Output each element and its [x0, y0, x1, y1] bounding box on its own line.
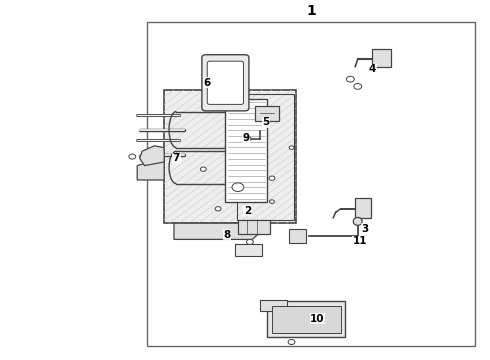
Circle shape: [215, 207, 221, 211]
Bar: [164, 90, 296, 223]
Bar: [255, 106, 279, 121]
Polygon shape: [137, 158, 164, 180]
Text: 3: 3: [362, 224, 368, 234]
Bar: [267, 301, 345, 337]
Text: 2: 2: [244, 206, 251, 216]
Circle shape: [288, 339, 295, 345]
Bar: [235, 244, 262, 256]
Text: 10: 10: [310, 314, 325, 324]
Polygon shape: [140, 146, 164, 166]
Bar: [289, 229, 306, 243]
Circle shape: [346, 76, 354, 82]
Text: 4: 4: [368, 64, 376, 74]
Bar: [238, 220, 270, 234]
Text: 11: 11: [353, 236, 368, 246]
Bar: [147, 22, 475, 346]
Bar: [372, 49, 391, 67]
Circle shape: [270, 200, 274, 203]
FancyBboxPatch shape: [207, 61, 244, 104]
Text: 7: 7: [172, 153, 180, 163]
Text: 9: 9: [243, 132, 249, 143]
Circle shape: [269, 176, 275, 180]
Circle shape: [244, 136, 251, 141]
Text: 8: 8: [223, 230, 230, 240]
FancyBboxPatch shape: [202, 55, 249, 111]
Ellipse shape: [353, 217, 362, 225]
Bar: [260, 300, 287, 311]
Bar: [225, 99, 267, 202]
Bar: [237, 94, 294, 220]
Polygon shape: [174, 223, 262, 239]
Text: 5: 5: [263, 117, 270, 127]
Circle shape: [289, 146, 294, 149]
Circle shape: [246, 239, 253, 244]
Bar: [272, 306, 341, 333]
Circle shape: [129, 154, 136, 159]
Bar: [355, 198, 371, 218]
Text: 6: 6: [204, 78, 211, 88]
Circle shape: [354, 84, 362, 89]
Text: 1: 1: [306, 4, 316, 18]
Circle shape: [200, 167, 206, 171]
Circle shape: [232, 183, 244, 192]
